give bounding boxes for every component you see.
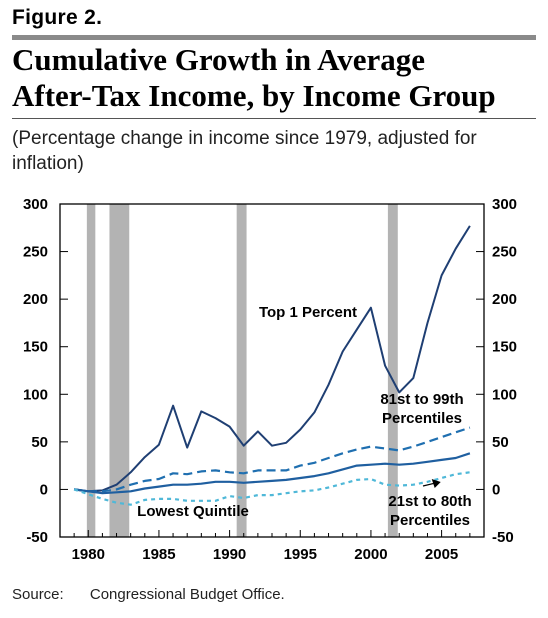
title-line-2: After-Tax Income, by Income Group [12,78,496,113]
top-rule [12,35,536,40]
recession-band [109,204,130,537]
figure-label: Figure 2. [12,6,103,29]
y-tick-label-left: 50 [31,434,48,451]
title-rule [12,118,536,119]
recession-band [236,204,247,537]
chart-subtitle: (Percentage change in income since 1979,… [12,128,477,174]
annotation-21-80: 21st to 80th [388,493,471,510]
y-tick-label-left: 250 [23,244,48,261]
x-tick-label: 2000 [354,546,387,563]
annotation-lowest-quintile: Lowest Quintile [137,503,249,520]
x-tick-label: 1990 [213,546,246,563]
annotation-21-80: Percentiles [390,512,470,529]
series-line-3 [73,452,471,495]
y-tick-label-right: 250 [492,244,517,261]
annotation-81-99: 81st to 99th [380,391,463,408]
y-tick-label-right: -50 [492,529,514,546]
y-tick-label-left: -50 [26,529,48,546]
recession-bands [86,204,398,537]
recession-band [387,204,398,537]
recession-band [86,204,96,537]
y-tick-label-left: 0 [40,481,48,498]
x-tick-label: 1985 [142,546,175,563]
y-tick-label-right: 0 [492,481,500,498]
x-tick-label: 1995 [284,546,317,563]
y-tick-label-right: 150 [492,339,517,356]
annotations: Top 1 Percent 81st to 99th Percentiles 21st… [137,304,472,529]
annotation-top-1-percent: Top 1 Percent [259,304,357,321]
title-line-1: Cumulative Growth in Average [12,42,426,77]
source-text: Congressional Budget Office. [89,586,285,603]
y-tick-label-right: 100 [492,386,517,403]
annotation-arrowhead [431,478,441,488]
axes: -50 -50 0 0 50 50 100 100 150 150 200 200 250 250 300 3… [23,196,517,563]
y-tick-label-right: 300 [492,196,517,213]
y-tick-label-left: 100 [23,386,48,403]
x-tick-label: 2005 [425,546,458,563]
series-line-1 [73,225,471,493]
y-tick-label-right: 200 [492,291,517,308]
y-tick-label-left: 150 [23,339,48,356]
chart-title: Cumulative Growth in Average After-Tax I… [12,42,542,114]
series-line-2 [73,426,471,493]
x-tick-label: 1980 [72,546,105,563]
line-chart: -50 -50 0 0 50 50 100 100 150 150 200 200 250 250 300 3… [23,196,517,563]
series-lines [73,225,471,506]
y-tick-label-left: 200 [23,291,48,308]
y-tick-label-right: 50 [492,434,509,451]
y-tick-label-left: 300 [23,196,48,213]
annotation-81-99: Percentiles [382,410,462,427]
series-line-4 [73,471,471,506]
source-note: Source: Congressional Budget Office. [12,586,285,603]
source-label: Source: [12,586,64,603]
